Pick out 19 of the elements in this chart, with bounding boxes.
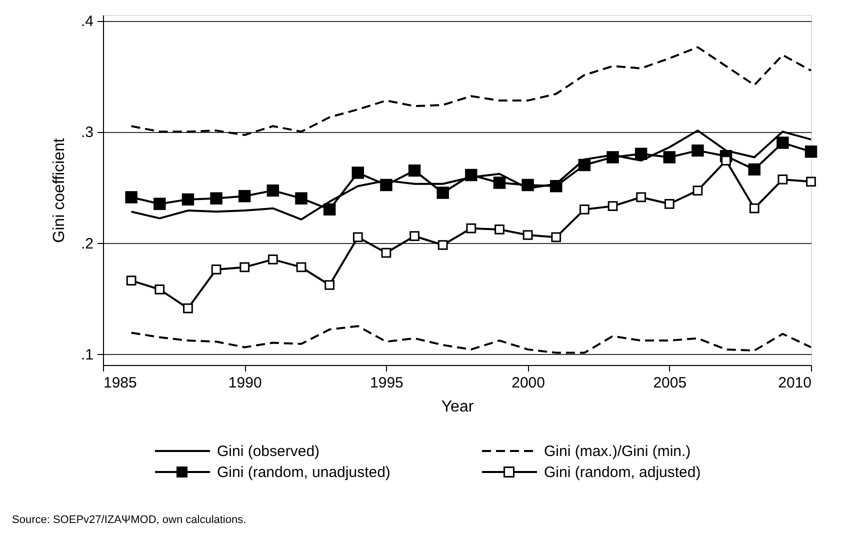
legend-label: Gini (random, adjusted)	[544, 464, 701, 481]
line-series	[130, 46, 812, 136]
legend-label: Gini (max.)/Gini (min.)	[544, 443, 691, 460]
y-tick-label: .3	[80, 124, 94, 142]
y-tick-label: .1	[80, 346, 94, 364]
source-note: Source: SOEPv27/IZAΨMOD, own calculations.	[12, 514, 246, 526]
x-tick-label: 2010	[778, 374, 812, 392]
x-tick-label: 1990	[228, 374, 262, 392]
x-tick-label: 1995	[370, 374, 404, 392]
y-axis-title: Gini coefficient	[50, 138, 68, 243]
y-tick-label: .2	[80, 235, 94, 252]
x-tick-label: 2005	[653, 374, 687, 392]
legend-label: Gini (random, unadjusted)	[217, 464, 390, 481]
line-series	[130, 325, 812, 354]
y-tick-label: .4	[80, 13, 94, 30]
legend-label: Gini (observed)	[217, 443, 320, 460]
x-tick-label: 1985	[104, 374, 137, 392]
x-axis-title: Year	[441, 398, 474, 416]
x-tick-label: 2000	[512, 374, 545, 392]
